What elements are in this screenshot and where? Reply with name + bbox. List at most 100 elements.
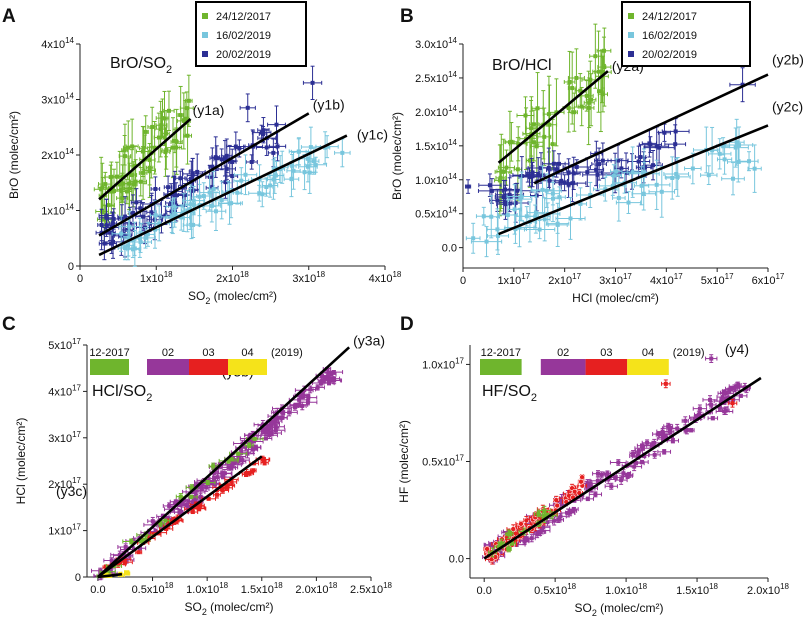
legend: 24/12/2017 16/02/2019 20/02/2019 xyxy=(195,1,307,67)
legend-entry: 24/12/2017 xyxy=(642,11,697,23)
data-point xyxy=(547,122,552,127)
data-point xyxy=(505,213,510,218)
data-point xyxy=(535,532,540,537)
data-point xyxy=(107,230,112,235)
x-axis-label-sub: 2 xyxy=(202,607,207,617)
data-point xyxy=(105,569,110,574)
data-point xyxy=(616,158,621,163)
data-point xyxy=(306,395,311,400)
data-point xyxy=(588,77,593,82)
data-point xyxy=(267,433,272,438)
panel-title: HCl/SO2 xyxy=(92,383,152,404)
data-point xyxy=(296,149,301,154)
data-point xyxy=(229,201,234,206)
data-point xyxy=(201,194,206,199)
legend-swatch xyxy=(202,13,208,19)
data-point xyxy=(310,80,315,85)
data-point xyxy=(660,429,665,434)
data-point xyxy=(654,182,659,187)
data-point xyxy=(267,425,272,430)
x-tick-label: 6x1017 xyxy=(752,272,785,287)
data-point xyxy=(173,499,178,504)
data-point xyxy=(471,236,476,241)
data-point xyxy=(245,105,250,110)
data-point xyxy=(566,106,571,111)
data-point xyxy=(178,176,183,181)
data-point xyxy=(736,159,741,164)
data-point xyxy=(740,82,745,87)
data-point xyxy=(609,484,614,489)
data-point xyxy=(616,460,621,465)
data-point xyxy=(595,172,600,177)
data-point xyxy=(638,155,643,160)
month-swatch xyxy=(90,359,129,375)
data-point xyxy=(313,162,318,167)
x-tick-label: 2.0x1018 xyxy=(295,581,337,596)
panel-c: C 0.0 0.5x1018 1.0x1018 1.5x1018 2.0x1018 2.5x… xyxy=(2,314,393,617)
data-point xyxy=(512,207,517,212)
y-tick-exponent: 17 xyxy=(72,430,81,439)
data-point xyxy=(651,163,656,168)
data-point xyxy=(172,138,177,143)
data-point xyxy=(598,89,603,94)
data-point xyxy=(652,440,657,445)
data-point xyxy=(119,231,124,236)
data-point xyxy=(210,164,215,169)
x-tick-exponent: 18 xyxy=(638,582,647,591)
legend-swatch xyxy=(628,51,634,57)
data-point xyxy=(498,175,503,180)
x-axis-label-tail: (molec/cm²) xyxy=(597,601,664,615)
data-point xyxy=(611,173,616,178)
x-tick-exponent: 17 xyxy=(572,272,581,281)
data-point xyxy=(234,459,239,464)
y-tick-label: 2x1014 xyxy=(41,147,74,162)
panel-a: A 0 1x1018 2x1018 3x1018 4x1018 0 1x1014 2x1014 3… xyxy=(2,1,402,306)
data-point xyxy=(487,183,492,188)
data-point xyxy=(654,144,659,149)
y-tick-label: 0 xyxy=(75,572,81,584)
data-point xyxy=(183,193,188,198)
data-point xyxy=(710,416,715,421)
data-point xyxy=(610,183,615,188)
data-points xyxy=(93,65,351,267)
y-tick-label: 3x1017 xyxy=(48,430,81,445)
data-point xyxy=(211,464,216,469)
month-label: 03 xyxy=(202,347,214,359)
data-point xyxy=(527,158,532,163)
data-point xyxy=(197,194,202,199)
month-swatch xyxy=(189,359,228,375)
x-tick-label: 2.5x1018 xyxy=(350,581,392,596)
data-point xyxy=(102,217,107,222)
data-point xyxy=(641,191,646,196)
x-tick-label: 1.5x1018 xyxy=(241,581,283,596)
data-point xyxy=(171,145,176,150)
x-tick-exponent: 17 xyxy=(725,272,734,281)
data-point xyxy=(632,464,637,469)
data-point xyxy=(752,166,757,171)
data-point xyxy=(226,465,231,470)
y-tick-exponent: 17 xyxy=(72,337,81,346)
data-point xyxy=(636,159,641,164)
x-tick-label: 0 xyxy=(77,273,83,285)
data-point xyxy=(668,426,673,431)
y-tick-label: 0.5x1014 xyxy=(415,206,457,221)
data-point xyxy=(737,143,742,148)
data-point xyxy=(272,419,277,424)
data-point xyxy=(124,570,129,575)
data-point xyxy=(499,169,504,174)
x-tick-exponent: 17 xyxy=(674,272,683,281)
data-point xyxy=(605,471,610,476)
y-tick-exponent: 14 xyxy=(448,70,457,79)
data-point xyxy=(481,214,486,219)
data-point xyxy=(164,526,169,531)
x-tick-exponent: 18 xyxy=(328,581,337,590)
data-point xyxy=(229,457,234,462)
data-point xyxy=(513,227,518,232)
data-point xyxy=(147,165,152,170)
data-point xyxy=(710,148,715,153)
x-axis-label-tail: (molec/cm²) xyxy=(210,289,277,303)
data-point xyxy=(163,150,168,155)
data-point xyxy=(240,458,245,463)
data-point xyxy=(179,215,184,220)
data-point xyxy=(141,146,146,151)
